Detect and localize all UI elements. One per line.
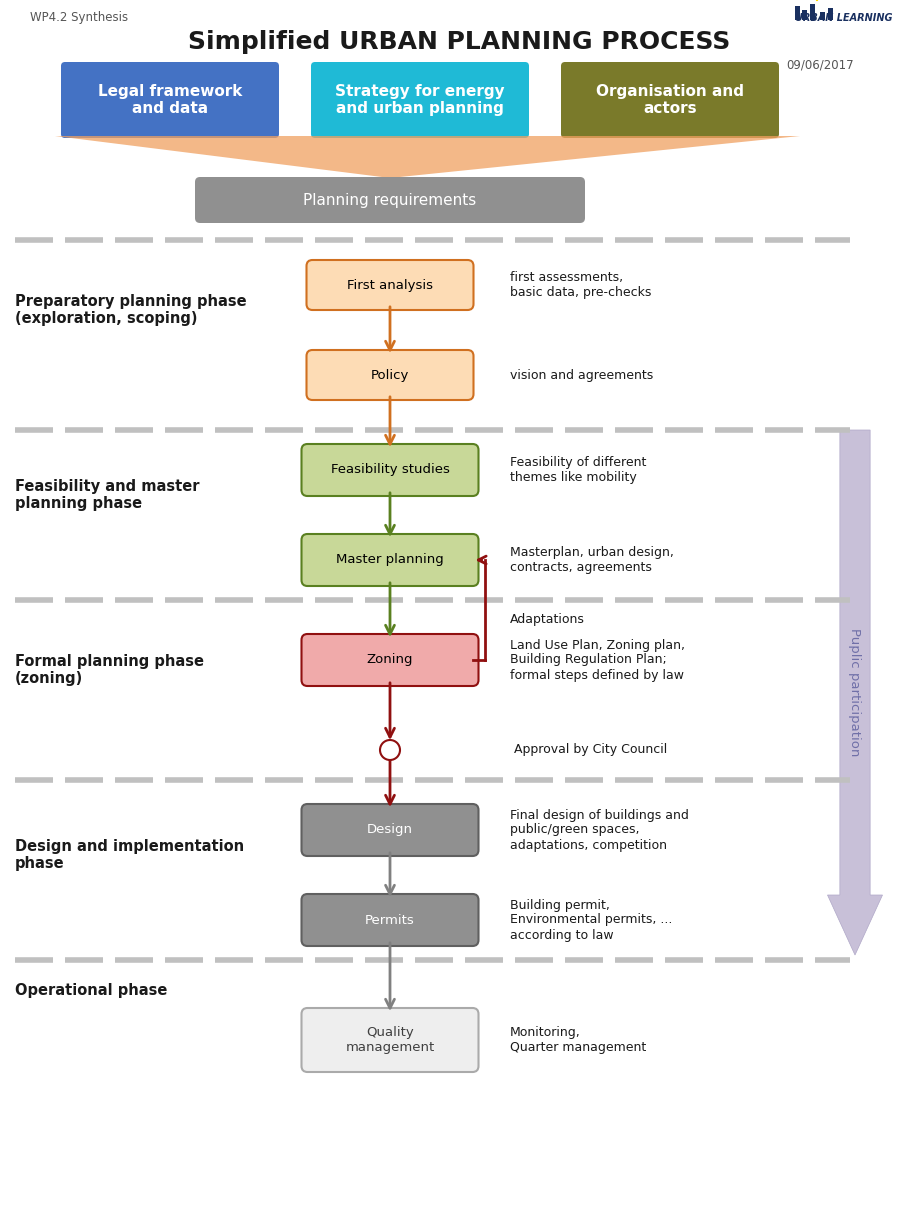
Bar [828,9,833,20]
FancyBboxPatch shape [195,177,585,223]
FancyBboxPatch shape [561,62,779,138]
Text: Zoning: Zoning [367,654,413,667]
Text: Puplic participation: Puplic participation [848,628,861,756]
Text: vision and agreements: vision and agreements [510,368,654,382]
Text: Feasibility of different
themes like mobility: Feasibility of different themes like mob… [510,457,646,483]
FancyBboxPatch shape [301,634,478,685]
FancyBboxPatch shape [307,259,474,310]
FancyBboxPatch shape [301,1009,478,1072]
Text: Preparatory planning phase
(exploration, scoping): Preparatory planning phase (exploration,… [15,294,247,327]
Text: Design and implementation
phase: Design and implementation phase [15,838,244,871]
Text: Simplified URBAN PLANNING PROCESS: Simplified URBAN PLANNING PROCESS [188,31,730,54]
Bar [810,4,815,20]
Text: Organisation and
actors: Organisation and actors [596,83,744,116]
Text: Legal framework
and data: Legal framework and data [98,83,242,116]
FancyBboxPatch shape [61,62,279,138]
Text: Design: Design [367,824,413,836]
Bar [820,12,825,20]
Text: Land Use Plan, Zoning plan,
Building Regulation Plan;
formal steps defined by la: Land Use Plan, Zoning plan, Building Reg… [510,639,685,682]
Text: URBAN LEARNING: URBAN LEARNING [795,13,892,23]
Text: Feasibility studies: Feasibility studies [330,464,450,476]
Text: First analysis: First analysis [347,279,433,291]
FancyBboxPatch shape [301,444,478,496]
Text: Monitoring,
Quarter management: Monitoring, Quarter management [510,1026,646,1054]
Text: Permits: Permits [365,913,415,927]
Text: Building permit,
Environmental permits, ...
according to law: Building permit, Environmental permits, … [510,898,672,941]
Text: Policy: Policy [371,368,409,382]
Text: Feasibility and master
planning phase: Feasibility and master planning phase [15,479,199,512]
Text: first assessments,
basic data, pre-checks: first assessments, basic data, pre-check… [510,271,652,299]
Text: Master planning: Master planning [336,553,444,567]
Circle shape [380,741,400,760]
Text: Formal planning phase
(zoning): Formal planning phase (zoning) [15,654,204,687]
Text: Quality
management: Quality management [345,1026,434,1054]
Text: Adaptations: Adaptations [510,613,585,627]
FancyBboxPatch shape [301,804,478,856]
Bar [795,6,800,20]
FancyBboxPatch shape [301,534,478,586]
Text: Approval by City Council: Approval by City Council [510,743,667,756]
Text: Planning requirements: Planning requirements [303,192,476,208]
Text: Strategy for energy
and urban planning: Strategy for energy and urban planning [335,83,505,116]
Text: WP4.2 Synthesis: WP4.2 Synthesis [30,11,129,24]
Text: 09/06/2017: 09/06/2017 [786,59,854,71]
Polygon shape [55,136,800,177]
Text: Masterplan, urban design,
contracts, agreements: Masterplan, urban design, contracts, agr… [510,546,674,574]
Text: Final design of buildings and
public/green spaces,
adaptations, competition: Final design of buildings and public/gre… [510,809,688,852]
Bar [802,10,807,20]
FancyBboxPatch shape [301,894,478,946]
FancyBboxPatch shape [311,62,529,138]
Text: Operational phase: Operational phase [15,983,167,998]
Polygon shape [827,430,882,955]
FancyBboxPatch shape [307,350,474,400]
